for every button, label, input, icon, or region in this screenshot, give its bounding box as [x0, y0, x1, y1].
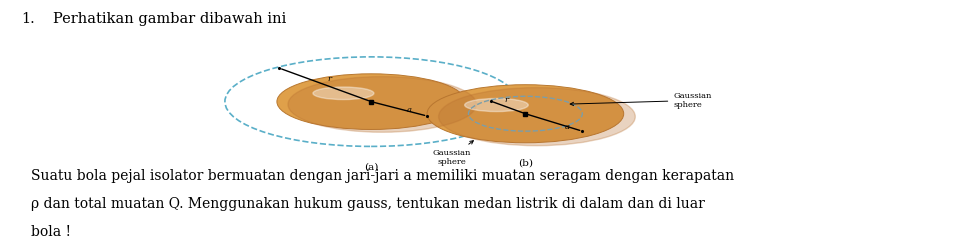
Text: Suatu bola pejal isolator bermuatan dengan jari-jari a memiliki muatan seragam d: Suatu bola pejal isolator bermuatan deng…: [31, 169, 734, 183]
Text: 1.: 1.: [21, 12, 35, 26]
Text: bola !: bola !: [31, 225, 70, 239]
Text: Perhatikan gambar dibawah ini: Perhatikan gambar dibawah ini: [53, 12, 286, 26]
Text: a: a: [565, 123, 570, 131]
Text: Gaussian
sphere: Gaussian sphere: [433, 141, 473, 166]
Ellipse shape: [277, 74, 466, 129]
Text: Gaussian
sphere: Gaussian sphere: [571, 92, 711, 109]
Text: r: r: [504, 96, 508, 104]
Ellipse shape: [313, 87, 374, 99]
Text: a: a: [407, 106, 412, 114]
Ellipse shape: [288, 76, 476, 132]
Ellipse shape: [465, 98, 528, 112]
Text: (a): (a): [364, 162, 378, 171]
Ellipse shape: [439, 88, 635, 146]
Ellipse shape: [427, 85, 624, 143]
Text: r: r: [328, 75, 332, 83]
Text: (b): (b): [518, 159, 533, 167]
Text: ρ dan total muatan Q. Menggunakan hukum gauss, tentukan medan listrik di dalam d: ρ dan total muatan Q. Menggunakan hukum …: [31, 197, 705, 211]
